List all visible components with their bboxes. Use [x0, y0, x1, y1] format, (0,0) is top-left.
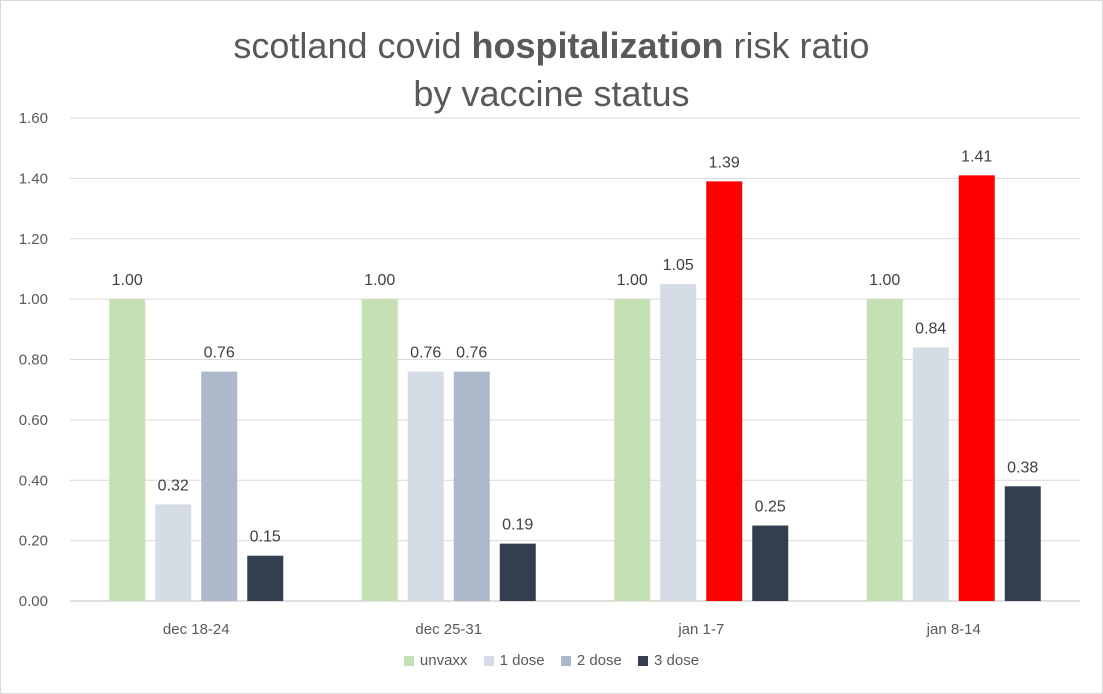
data-label: 0.76	[456, 345, 487, 362]
bar-unvaxx-1	[109, 299, 146, 601]
y-tick-label: 0.60	[19, 412, 48, 429]
data-label: 1.00	[869, 272, 900, 289]
bar-1-dose-1	[155, 504, 192, 601]
y-tick-label: 1.40	[19, 170, 48, 187]
bar-2-dose-1	[201, 371, 238, 601]
bar-3-dose-1	[247, 555, 284, 601]
x-tick-label: dec 18-24	[163, 621, 230, 638]
y-tick-label: 1.20	[19, 231, 48, 248]
y-tick-label: 0.80	[19, 352, 48, 369]
legend-item-1-dose: 1 dose	[483, 652, 545, 669]
y-tick-label: 0.20	[19, 533, 48, 550]
data-label: 0.32	[158, 477, 189, 494]
data-label: 1.00	[112, 272, 143, 289]
data-label: 0.76	[410, 345, 441, 362]
y-tick-label: 1.00	[19, 291, 48, 308]
bar-unvaxx-2	[361, 299, 398, 601]
data-label: 0.84	[915, 320, 946, 337]
bar-unvaxx-3	[614, 299, 651, 601]
data-label: 1.41	[961, 148, 992, 165]
bar-3-dose-2	[499, 543, 536, 601]
data-label: 1.00	[617, 272, 648, 289]
data-label: 0.25	[755, 499, 786, 516]
data-label: 1.39	[709, 154, 740, 171]
x-tick-label: dec 25-31	[415, 621, 482, 638]
y-tick-label: 1.60	[19, 110, 48, 127]
bar-1-dose-2	[407, 371, 444, 601]
title-line-2: by vaccine status	[413, 73, 690, 114]
legend-item-3-dose: 3 dose	[638, 652, 699, 669]
bar-3-dose-3	[752, 525, 789, 601]
data-label: 1.00	[364, 272, 395, 289]
legend-item-2-dose: 2 dose	[560, 652, 622, 669]
bar-2-dose-4	[958, 175, 995, 601]
title-line-1: scotland covid hospitalization risk rati…	[233, 25, 870, 66]
legend-swatch	[483, 655, 494, 666]
legend-swatch	[560, 655, 571, 666]
legend-swatch	[403, 655, 414, 666]
bar-1-dose-3	[660, 284, 697, 601]
bar-3-dose-4	[1004, 486, 1041, 601]
legend-item-unvaxx: unvaxx	[403, 652, 467, 669]
bar-unvaxx-4	[866, 299, 903, 601]
data-label: 1.05	[663, 257, 694, 274]
x-tick-label: jan 8-14	[926, 621, 981, 638]
legend: unvaxx 1 dose 2 dose 3 dose	[0, 652, 1103, 670]
bar-2-dose-3	[706, 181, 743, 602]
data-label: 0.19	[502, 517, 533, 534]
legend-swatch	[638, 655, 649, 666]
y-tick-label: 0.40	[19, 472, 48, 489]
data-label: 0.15	[250, 529, 281, 546]
bar-2-dose-2	[453, 371, 490, 601]
chart-title: scotland covid hospitalization risk rati…	[0, 22, 1103, 118]
bar-1-dose-4	[912, 347, 949, 601]
x-tick-label: jan 1-7	[677, 621, 724, 638]
data-label: 0.38	[1007, 459, 1038, 476]
y-tick-label: 0.00	[19, 593, 48, 610]
data-label: 0.76	[204, 345, 235, 362]
